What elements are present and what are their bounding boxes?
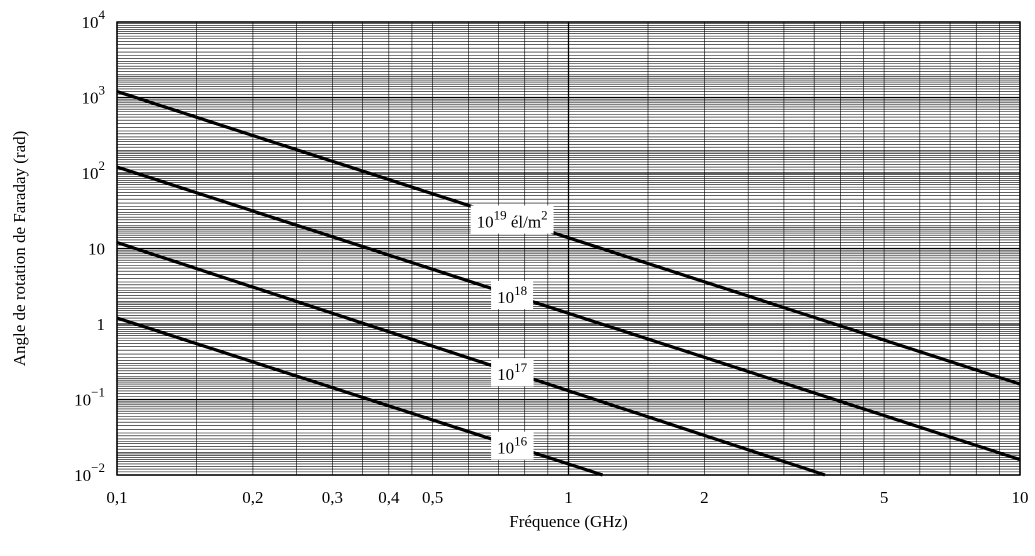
y-tick-label: 102 <box>82 158 106 183</box>
series-label-3: 1016 <box>497 434 528 458</box>
x-axis-title: Fréquence (GHz) <box>509 512 627 531</box>
y-tick-exp: 3 <box>99 83 106 98</box>
y-tick-label: 10 <box>88 240 105 259</box>
x-tick-label: 1 <box>564 488 573 507</box>
series-line-2 <box>116 240 826 477</box>
y-tick-base: 10 <box>82 164 99 183</box>
y-tick-base: 10 <box>74 466 91 485</box>
y-tick-label: 10−1 <box>74 385 105 410</box>
y-tick-exp: 4 <box>99 7 106 22</box>
y-tick-exp: 2 <box>99 158 106 173</box>
series-label-bg-1 <box>491 281 534 310</box>
y-tick-base: 1 <box>97 315 106 334</box>
series-label-bg-2 <box>491 358 534 387</box>
series-label-exp: 18 <box>514 283 527 298</box>
y-tick-base: 10 <box>88 240 105 259</box>
series-line-0 <box>116 89 1021 386</box>
plot-frame <box>116 21 1021 476</box>
series-label-1: 1018 <box>497 283 527 307</box>
x-tick-labels: 0,1 0,2 0,3 0,4 0,5 1 2 5 10 <box>106 488 1028 507</box>
y-tick-label: 1 <box>97 315 106 334</box>
y-tick-label: 104 <box>82 7 106 32</box>
x-tick-label: 10 <box>1012 488 1029 507</box>
series-line-1 <box>116 165 1021 462</box>
x-tick-label: 2 <box>700 488 709 507</box>
x-tick-label: 5 <box>880 488 889 507</box>
y-tick-exp: −1 <box>91 385 105 400</box>
x-tick-label: 0,2 <box>242 488 263 507</box>
series-label-base: 10 <box>497 439 514 458</box>
x-tick-label: 0,3 <box>322 488 343 507</box>
x-tick-label: 0,5 <box>422 488 443 507</box>
series-label-exp: 16 <box>514 434 528 449</box>
x-tick-label: 0,4 <box>378 488 400 507</box>
series-label-exp: 19 <box>494 208 507 223</box>
series-label-suffix-exp: 2 <box>541 208 548 223</box>
series-label-base: 10 <box>477 213 494 232</box>
series-label-base: 10 <box>497 288 514 307</box>
y-tick-base: 10 <box>82 13 99 32</box>
series-label-bg-3 <box>491 431 534 460</box>
y-tick-base: 10 <box>82 89 99 108</box>
y-tick-base: 10 <box>74 391 91 410</box>
series-label-base: 10 <box>497 365 514 384</box>
y-tick-label: 10−2 <box>74 460 105 485</box>
y-axis-title: Angle de rotation de Faraday (rad) <box>10 131 29 367</box>
series-label-bg-0 <box>470 205 554 234</box>
series-label-0: 1019 él/m2 <box>477 208 548 232</box>
y-tick-exp: −2 <box>91 460 105 475</box>
series-label-2: 1017 <box>497 360 528 384</box>
x-tick-label: 0,1 <box>106 488 127 507</box>
series-label-suffix: él/m <box>507 213 541 232</box>
series-label-exp: 17 <box>514 360 528 375</box>
y-tick-label: 103 <box>82 83 106 108</box>
